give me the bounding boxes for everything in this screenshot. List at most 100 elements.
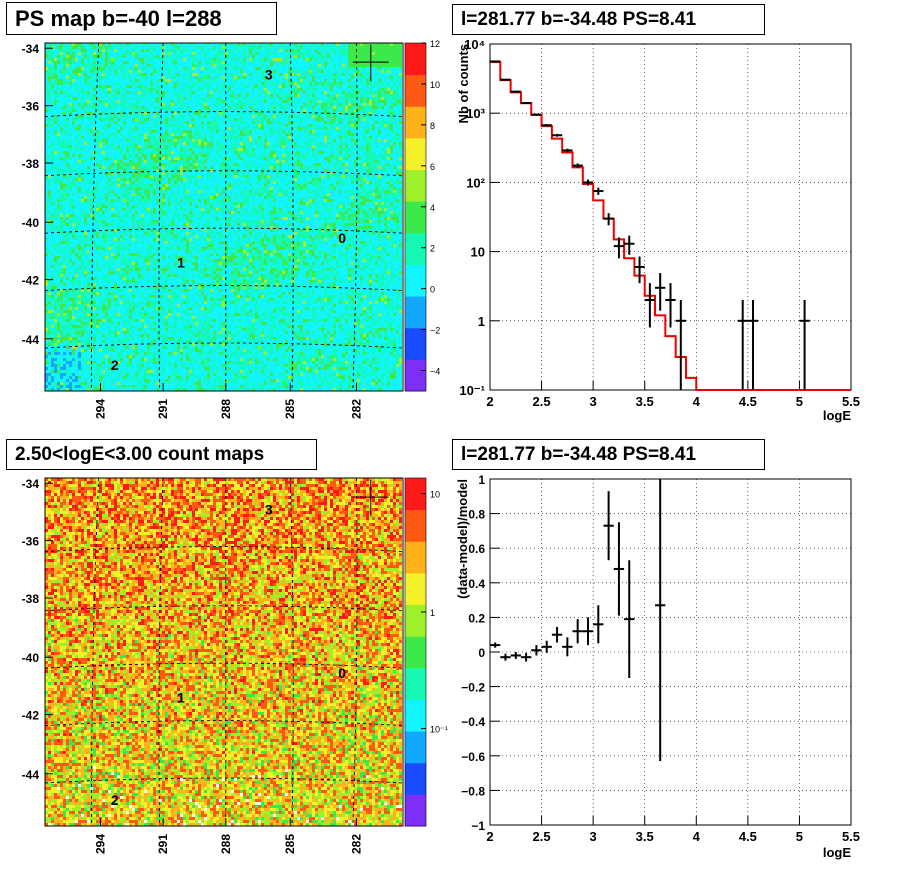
colorbar-tick: 10 <box>430 80 440 90</box>
x-tick-label: 282 <box>349 399 363 419</box>
data-point <box>490 61 500 62</box>
colorbar-segment <box>405 731 426 763</box>
y-tick-label: -40 <box>22 216 40 230</box>
colorbar-tick: −2 <box>430 326 440 336</box>
colorbar <box>405 478 426 827</box>
colorbar-tick: 0 <box>430 285 435 295</box>
x-tick-label: 2 <box>486 829 493 844</box>
data-point <box>531 114 541 116</box>
colorbar-segment <box>405 699 426 731</box>
colorbar-tick: 12 <box>430 39 440 49</box>
y-tick-label: -40 <box>22 651 40 665</box>
x-tick-label: 3 <box>590 394 597 409</box>
y-tick-label: 0.8 <box>468 508 485 522</box>
colorbar-segment <box>405 541 426 573</box>
y-tick-label: -36 <box>22 100 40 114</box>
y-tick-label: -36 <box>22 535 40 549</box>
y-tick-label: -42 <box>22 709 40 723</box>
x-tick-label: 288 <box>219 834 233 854</box>
y-tick-label: −0.4 <box>461 715 485 729</box>
colorbar-tick: −4 <box>430 367 440 377</box>
y-tick-label: -44 <box>22 768 40 782</box>
colorbar-segment <box>405 43 426 75</box>
colorbar-tick: 10 <box>430 490 440 500</box>
colorbar-segment <box>405 510 426 542</box>
y-tick-label: 0.2 <box>468 611 485 625</box>
x-tick-label: 291 <box>156 399 170 419</box>
y-axis-label: (data-model)/model <box>455 479 470 599</box>
x-tick-label: 5 <box>796 829 803 844</box>
colorbar-segment <box>405 573 426 605</box>
colorbar-segment <box>405 170 426 202</box>
y-axis-label: Nb of counts <box>456 44 471 123</box>
x-tick-label: 5 <box>796 394 803 409</box>
source-label-1: 1 <box>177 254 185 270</box>
colorbar-segment <box>405 605 426 637</box>
colorbar-tick: 2 <box>430 244 435 254</box>
colorbar-tick: 1 <box>430 608 435 618</box>
colorbar-tick: 6 <box>430 162 435 172</box>
colorbar-segment <box>405 138 426 170</box>
heatmap-cells <box>45 478 402 826</box>
source-label-0: 0 <box>338 665 346 681</box>
x-tick-label: 5.5 <box>842 829 860 844</box>
y-tick-label: 0 <box>478 646 485 660</box>
colorbar-segment <box>405 328 426 360</box>
colorbar-segment <box>405 668 426 700</box>
x-axis-label: logE <box>823 845 851 860</box>
colorbar <box>405 43 426 392</box>
colorbar-segment <box>405 359 426 391</box>
x-tick-label: 3.5 <box>636 829 654 844</box>
y-tick-label: −1 <box>471 819 485 833</box>
data-point <box>500 79 510 80</box>
colorbar-segment <box>405 794 426 826</box>
y-tick-label: 10⁻¹ <box>459 383 485 398</box>
x-tick-label: 285 <box>283 834 297 854</box>
x-tick-label: 4 <box>693 394 701 409</box>
x-tick-label: 5.5 <box>842 394 860 409</box>
y-tick-label: 10² <box>466 175 485 190</box>
y-tick-label: 0.6 <box>468 542 485 556</box>
y-tick-label: -38 <box>22 592 40 606</box>
x-axis-label: logE <box>823 408 851 423</box>
y-tick-label: 0.4 <box>468 577 485 591</box>
colorbar-segment <box>405 636 426 668</box>
y-tick-label: -34 <box>22 477 40 491</box>
source-label-2: 2 <box>111 357 119 373</box>
source-label-0: 0 <box>338 230 346 246</box>
x-tick-label: 4.5 <box>739 394 757 409</box>
colorbar-segment <box>405 201 426 233</box>
x-tick-label: 294 <box>93 834 107 854</box>
x-tick-label: 294 <box>93 399 107 419</box>
y-tick-label: −0.6 <box>461 750 485 764</box>
y-tick-label: −0.8 <box>461 784 485 798</box>
data-point <box>542 124 552 126</box>
source-label-3: 3 <box>265 67 273 83</box>
y-tick-label: 10 <box>471 245 485 260</box>
colorbar-segment <box>405 233 426 265</box>
x-tick-label: 3.5 <box>636 394 654 409</box>
colorbar-tick: 10⁻¹ <box>430 725 448 735</box>
x-tick-label: 2.5 <box>533 829 551 844</box>
colorbar-segment <box>405 75 426 107</box>
y-tick-label: 1 <box>478 314 485 329</box>
y-tick-label: 1 <box>478 473 485 487</box>
x-tick-label: 282 <box>349 834 363 854</box>
heatmap-cells <box>45 43 402 391</box>
colorbar-segment <box>405 763 426 795</box>
residual-plot: 2 2.5 3 3.5 4 4.5 5 5.510.80.60.40.20−0.2−0.4−0… <box>455 473 860 860</box>
source-label-1: 1 <box>177 689 185 705</box>
source-label-3: 3 <box>265 502 273 518</box>
colorbar-segment <box>405 296 426 328</box>
y-tick-label: -42 <box>22 274 40 288</box>
data-point <box>511 91 521 92</box>
y-tick-label: -44 <box>22 333 40 347</box>
colorbar-segment <box>405 264 426 296</box>
x-tick-label: 4 <box>693 829 701 844</box>
colorbar-tick: 8 <box>430 121 435 131</box>
x-tick-label: 3 <box>590 829 597 844</box>
plot-frame <box>490 44 851 390</box>
